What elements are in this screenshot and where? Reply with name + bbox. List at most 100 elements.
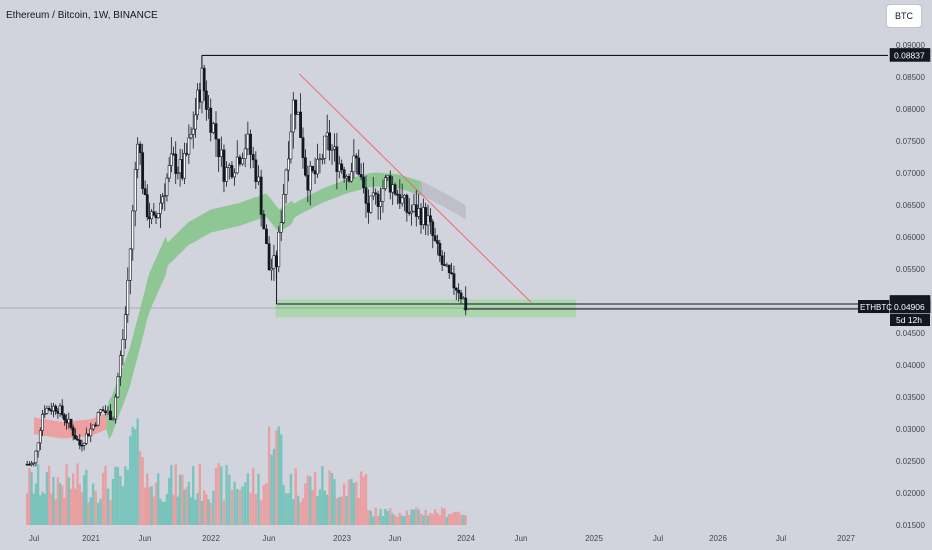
- volume-bar: [192, 466, 195, 525]
- symbol-tag-text: ETHBTC: [860, 303, 892, 312]
- candle-body: [436, 240, 439, 244]
- candle-body: [282, 194, 286, 224]
- candle-body: [54, 405, 58, 412]
- candle-body: [238, 156, 242, 165]
- volume-bar: [309, 476, 312, 525]
- volume-bar: [198, 463, 201, 525]
- volume-bar: [187, 481, 191, 525]
- x-tick-label: Jul: [653, 534, 663, 543]
- volume-bar: [230, 489, 234, 525]
- volume-bar: [330, 472, 334, 525]
- candle-body: [214, 123, 218, 140]
- volume-bar: [80, 492, 84, 525]
- volume-bar: [389, 507, 392, 525]
- volume-bar: [196, 493, 199, 525]
- volume-bar: [41, 491, 44, 525]
- volume-bar: [202, 490, 206, 525]
- candle-body: [357, 157, 361, 175]
- candle-body: [400, 197, 404, 204]
- candle-body: [163, 195, 167, 197]
- volume-bar: [141, 457, 144, 525]
- candle-body: [396, 193, 399, 196]
- ema-band-neutral: [419, 180, 466, 220]
- candle-body: [41, 414, 44, 431]
- candle-body: [34, 450, 38, 464]
- volume-bar: [391, 513, 394, 525]
- volume-bar: [39, 495, 42, 525]
- volume-bar: [56, 477, 60, 525]
- time-axis: Jul 2021 Jun 2022 Jun 2023 Jun 2024 Jun 2025 Jul 20…: [29, 534, 856, 543]
- price-label-text: 0.08837: [894, 50, 925, 60]
- candle-body: [320, 158, 324, 160]
- volume-bar: [398, 512, 402, 525]
- volume-bar: [299, 502, 302, 525]
- x-tick-label: 2024: [457, 534, 475, 543]
- volume-bar: [30, 471, 33, 525]
- candle-body: [222, 149, 226, 182]
- candle-body: [251, 154, 255, 161]
- volume-bar: [74, 488, 77, 525]
- volume-bar: [431, 514, 434, 525]
- volume-bar: [355, 481, 358, 525]
- volume-bar: [352, 482, 356, 525]
- candle-body: [241, 158, 244, 165]
- candle-body: [91, 424, 95, 430]
- candle-body: [359, 174, 363, 178]
- candle-body: [296, 111, 300, 115]
- candle-body: [447, 264, 451, 273]
- volume-bar: [335, 498, 339, 525]
- candle-body: [277, 231, 281, 267]
- candle-body: [52, 405, 55, 412]
- candle-body: [65, 419, 69, 424]
- candle-body: [126, 280, 130, 315]
- volume-bar: [32, 493, 35, 525]
- candle-body: [63, 414, 66, 421]
- volume-bar: [379, 508, 382, 525]
- volume-bar: [282, 485, 285, 525]
- volume-bar: [294, 468, 297, 525]
- symbol-tag-box: [858, 300, 889, 314]
- candle-body: [461, 297, 465, 300]
- candle-body: [304, 157, 307, 176]
- candle-body: [311, 165, 315, 171]
- candle-body: [429, 215, 432, 223]
- candle-body: [369, 195, 373, 213]
- volume-bar: [376, 515, 380, 525]
- volume-bar: [321, 466, 324, 525]
- volume-bar: [228, 474, 231, 525]
- volume-bar: [154, 482, 158, 525]
- candle-body: [30, 463, 33, 465]
- candle-body: [340, 163, 344, 171]
- candle-body: [284, 169, 288, 195]
- candle-body: [189, 133, 193, 139]
- candle-body: [318, 158, 322, 161]
- candle-body: [67, 418, 71, 424]
- candle-body: [209, 107, 213, 133]
- volume-bar: [172, 494, 175, 525]
- candle-body: [78, 439, 82, 446]
- x-tick-label: 2026: [709, 534, 727, 543]
- volume-bar: [106, 488, 110, 525]
- candle-body: [257, 176, 260, 183]
- volume-bar: [104, 465, 107, 525]
- candle-body: [325, 132, 329, 137]
- currency-button[interactable]: BTC: [886, 4, 922, 28]
- volume-bar: [207, 499, 210, 525]
- candle-body: [183, 152, 186, 179]
- candle-body: [159, 202, 162, 214]
- volume-bar: [455, 512, 458, 525]
- volume-bar: [87, 502, 90, 525]
- candle-body: [185, 152, 189, 155]
- candle-body: [262, 214, 266, 230]
- candle-body: [270, 267, 273, 271]
- candle-body: [316, 158, 319, 175]
- candle-body: [337, 163, 341, 172]
- volume-bar: [148, 487, 151, 525]
- y-tick-label: 0.06500: [896, 201, 925, 210]
- volume-bar: [143, 487, 147, 525]
- candle-body: [381, 188, 385, 202]
- volume-bar: [225, 465, 228, 525]
- x-tick-label: Jul: [29, 534, 39, 543]
- candle-body: [73, 435, 77, 440]
